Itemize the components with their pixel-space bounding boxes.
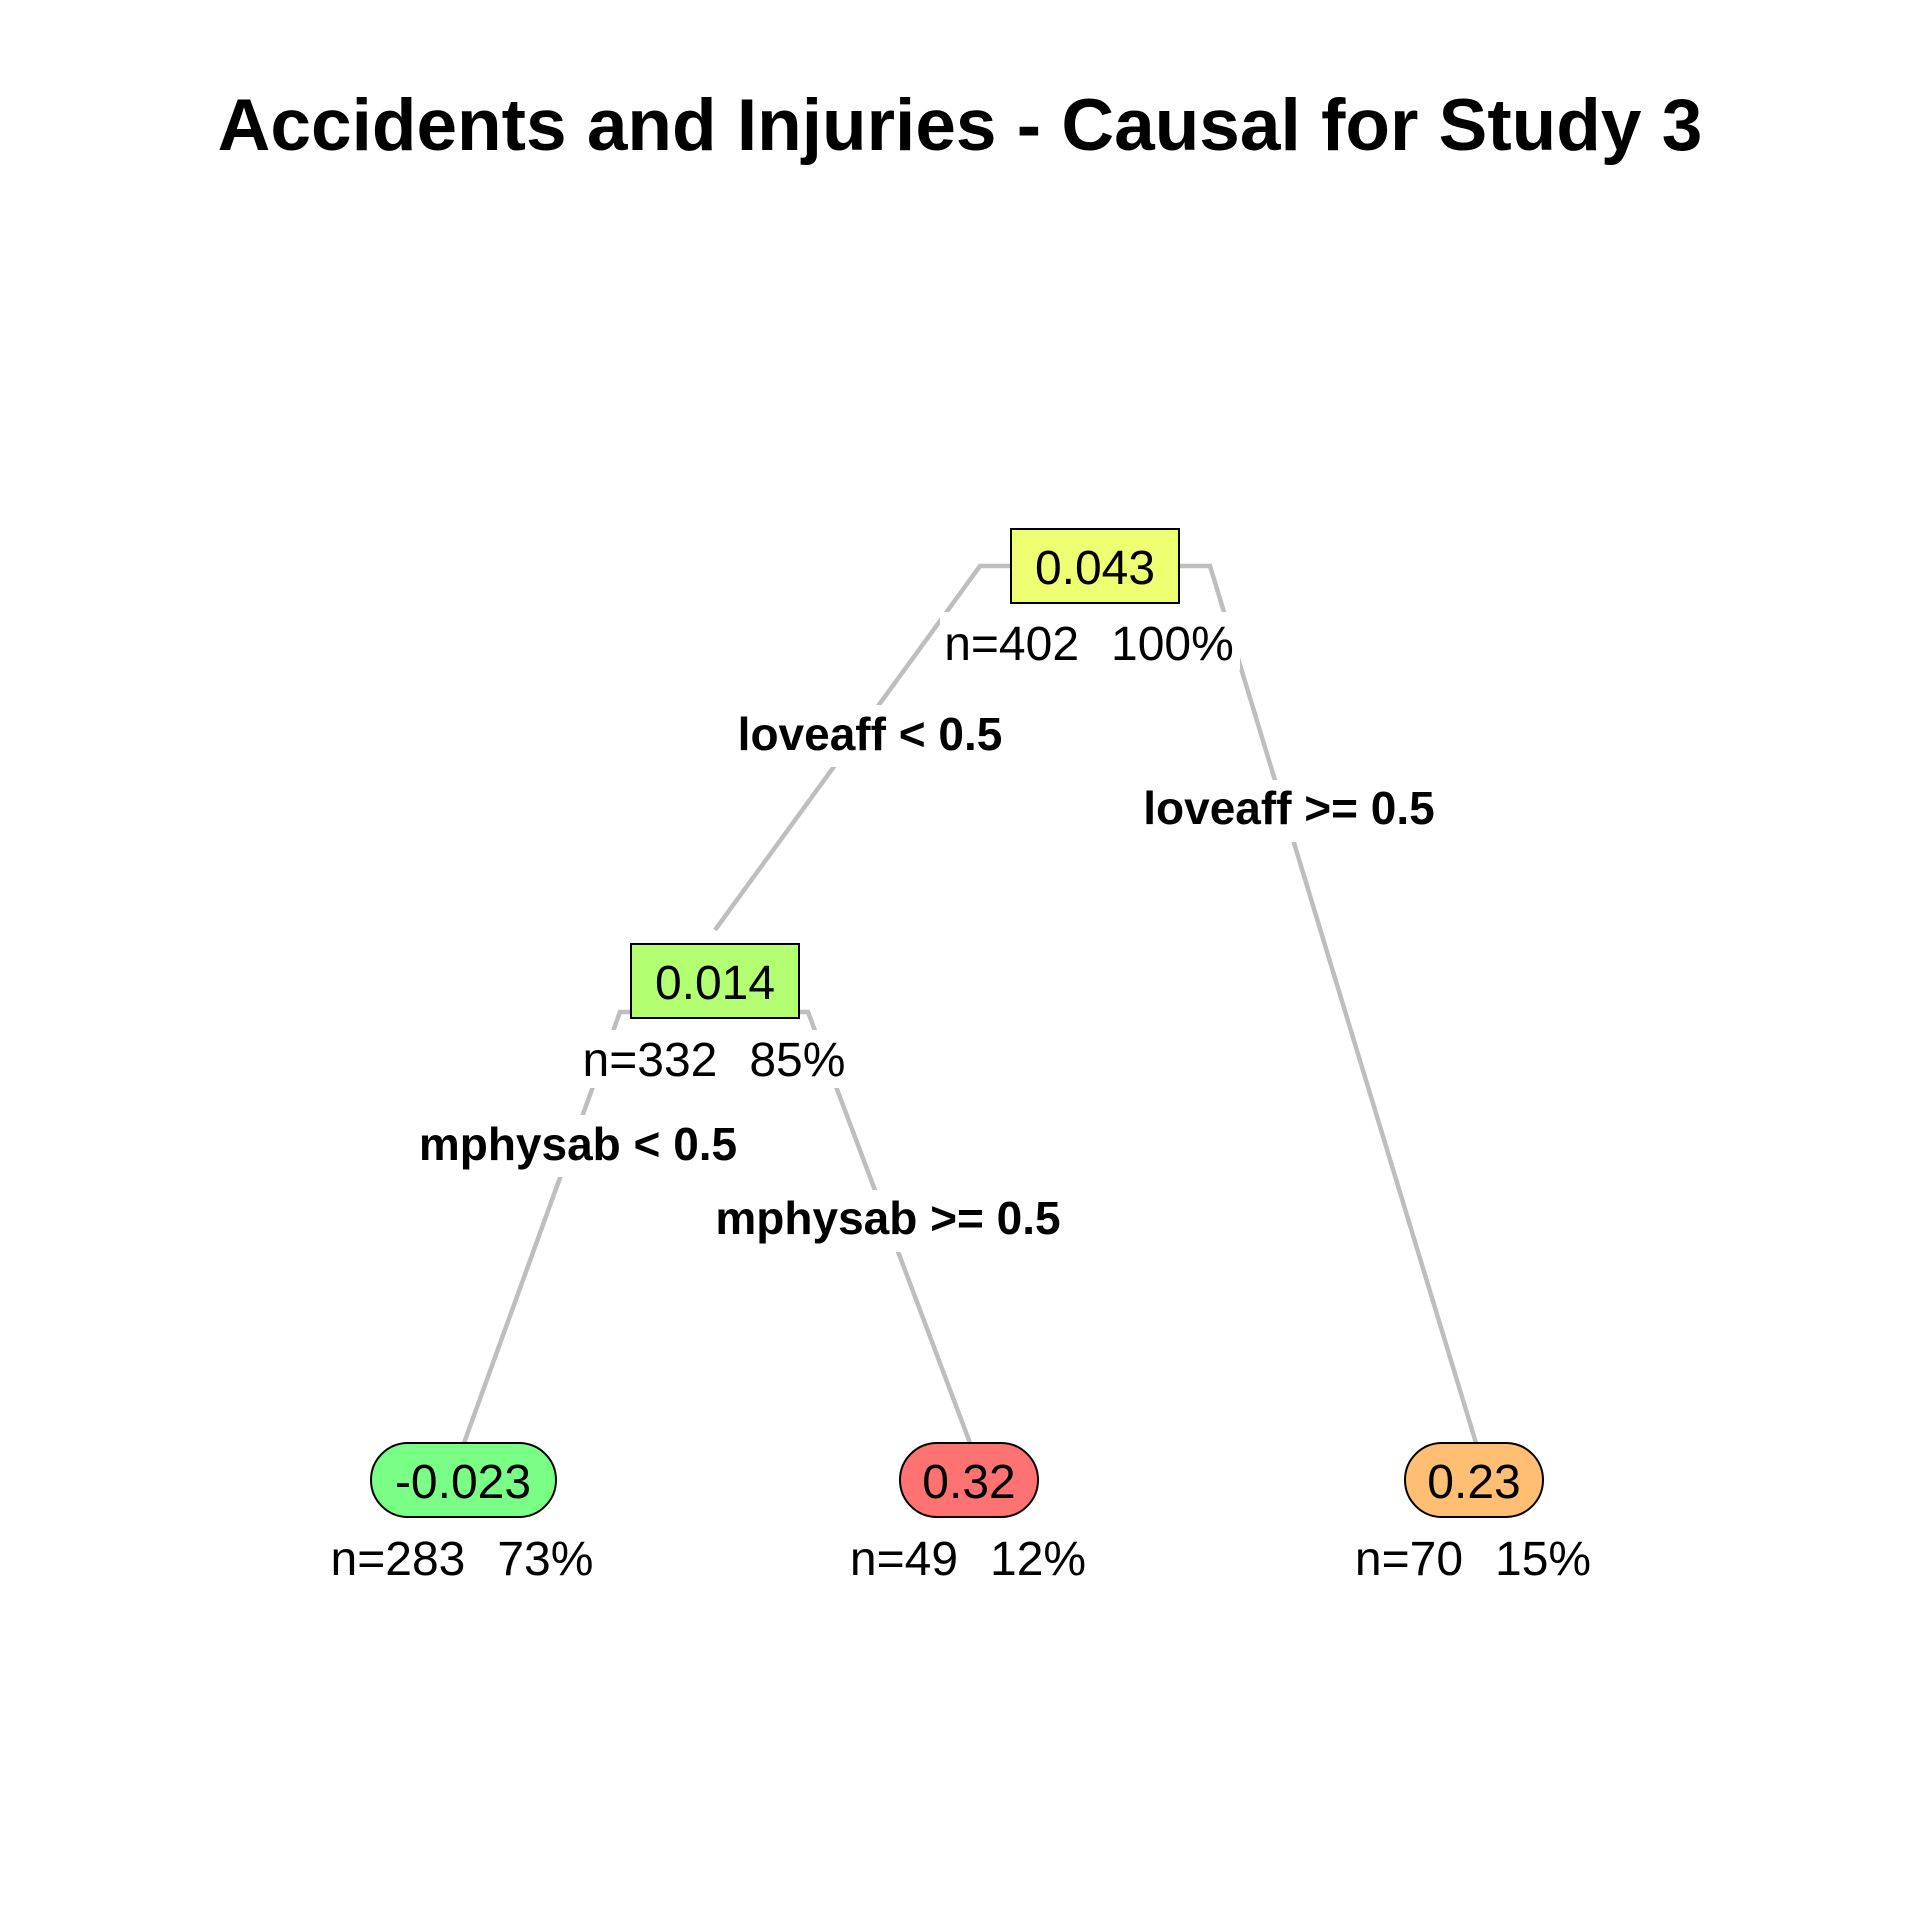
leaf-box [1404, 1442, 1544, 1518]
split-label-mphysab-ge: mphysab >= 0.5 [715, 1192, 1060, 1244]
node-stats-bg [940, 612, 1240, 670]
node-stats: n=70 15% [1355, 1533, 1591, 1586]
split-label-bg [1124, 780, 1454, 842]
split-label-bg [400, 1115, 760, 1177]
leaf-box [370, 1442, 557, 1518]
node-stats: n=402 100% [944, 618, 1234, 671]
node-n: n=70 [1355, 1533, 1463, 1586]
node-n: n=402 [944, 618, 1079, 671]
node-value: 0.32 [922, 1456, 1015, 1509]
node-box [630, 943, 800, 1019]
node-value: 0.23 [1427, 1456, 1520, 1509]
tree-node-root: 0.043 n=402 100% [940, 528, 1240, 671]
node-n: n=283 [331, 1533, 466, 1586]
branches [461, 563, 1479, 1444]
tree-leaf-2: 0.32 n=49 12% [850, 1442, 1086, 1586]
chart-title: Accidents and Injuries - Causal for Stud… [218, 85, 1703, 166]
tree-leaf-3: 0.23 n=70 15% [1355, 1442, 1591, 1586]
node-stats: n=49 12% [850, 1533, 1086, 1586]
split-label-loveaff-ge: loveaff >= 0.5 [1143, 782, 1435, 834]
node-box [1010, 528, 1180, 604]
split-labels: loveaff < 0.5 loveaff >= 0.5 mphysab < 0… [400, 705, 1454, 1252]
node-pct: 12% [990, 1533, 1086, 1586]
node-n: n=332 [583, 1034, 718, 1087]
node-pct: 15% [1495, 1533, 1591, 1586]
split-label-bg [696, 1190, 1086, 1252]
node-pct: 73% [497, 1533, 593, 1586]
split-label-loveaff-lt: loveaff < 0.5 [738, 708, 1003, 760]
node-value: 0.043 [1035, 542, 1155, 595]
node-stats: n=283 73% [331, 1533, 594, 1586]
node-n: n=49 [850, 1533, 958, 1586]
node-value: -0.023 [395, 1456, 531, 1509]
node-pct: 100% [1111, 618, 1234, 671]
branch-root-to-leaf-3 [1180, 563, 1479, 1444]
node-stats: n=332 85% [583, 1034, 846, 1087]
node-value: 0.014 [655, 957, 775, 1010]
branch-root-to-left [713, 563, 1010, 932]
branch-left-to-leaf-2 [800, 1009, 973, 1444]
node-pct: 85% [749, 1034, 845, 1087]
branch-left-to-leaf-1 [461, 1009, 630, 1444]
split-label-bg [720, 705, 1020, 767]
split-label-mphysab-lt: mphysab < 0.5 [419, 1118, 737, 1170]
leaf-box [899, 1442, 1039, 1518]
tree-leaf-1: -0.023 n=283 73% [331, 1442, 594, 1586]
tree-node-left: 0.014 n=332 85% [575, 943, 855, 1088]
node-stats-bg [575, 1030, 855, 1088]
